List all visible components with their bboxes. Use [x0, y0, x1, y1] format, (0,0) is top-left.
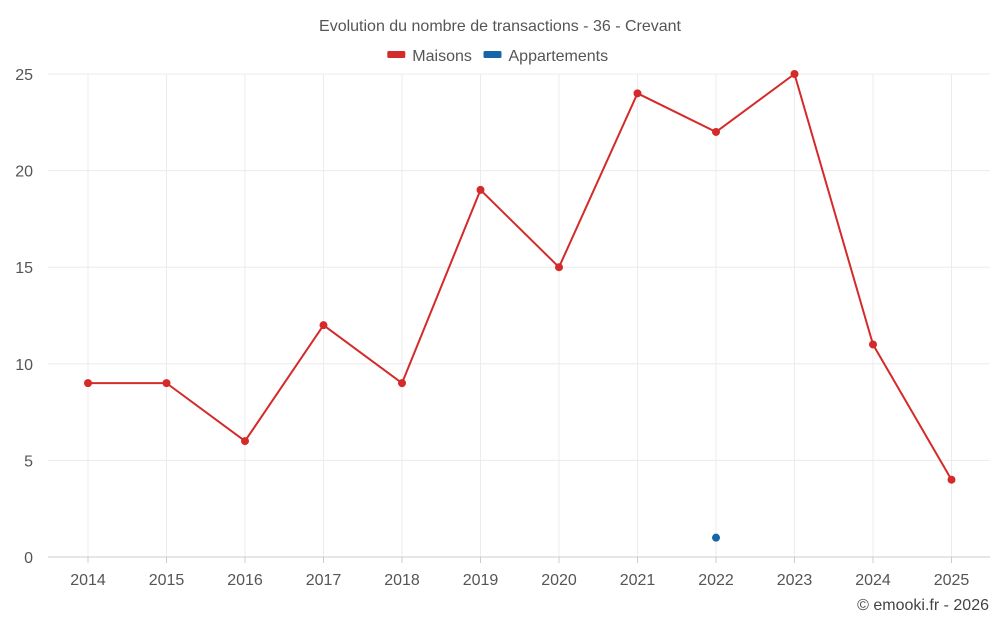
grid [48, 73, 990, 557]
x-tick-label: 2021 [620, 572, 656, 589]
x-tick-label: 2023 [777, 572, 813, 589]
data-point[interactable] [162, 379, 171, 388]
legend-label: Appartements [509, 48, 609, 65]
data-point[interactable] [398, 379, 406, 388]
y-tick-label: 15 [15, 260, 33, 277]
data-point[interactable] [241, 437, 249, 446]
data-point[interactable] [869, 340, 877, 349]
data-point[interactable] [947, 475, 956, 484]
data-point[interactable] [319, 321, 328, 330]
series-maisons [84, 70, 956, 484]
x-tick-label: 2024 [855, 572, 891, 589]
x-axis: 2014 2015 2016 2017 2018 2019 2020 2021 2022 2023… [48, 556, 990, 589]
x-tick-label: 2019 [463, 572, 499, 589]
data-point[interactable] [84, 379, 92, 388]
x-tick-label: 2015 [149, 572, 185, 589]
data-point[interactable] [790, 70, 799, 78]
data-point[interactable] [476, 185, 485, 194]
legend-swatch [387, 51, 406, 58]
x-tick-label: 2014 [70, 572, 106, 589]
series-appartements [712, 533, 720, 542]
plot-area [84, 70, 956, 542]
chart-title: Evolution du nombre de transactions - 36… [319, 18, 682, 35]
y-tick-label: 5 [24, 453, 33, 470]
x-tick-label: 2020 [541, 572, 577, 589]
legend-label: Maisons [412, 48, 472, 65]
x-tick-label: 2016 [227, 572, 263, 589]
y-tick-label: 25 [15, 67, 33, 84]
y-tick-label: 0 [24, 550, 33, 567]
data-point[interactable] [712, 127, 720, 136]
legend-swatch [483, 51, 502, 58]
data-point[interactable] [555, 263, 563, 272]
credit-text: © emooki.fr - 2026 [857, 597, 989, 614]
y-tick-label: 20 [15, 164, 33, 181]
data-point[interactable] [712, 533, 720, 542]
legend-item-maisons[interactable]: Maisons [387, 48, 472, 65]
x-tick-label: 2022 [698, 572, 734, 589]
series-line [88, 73, 953, 481]
x-tick-label: 2018 [384, 572, 420, 589]
legend: Maisons Appartements [387, 48, 608, 65]
y-tick-label: 10 [15, 357, 33, 374]
y-axis: 0 5 10 15 20 25 [15, 67, 33, 567]
x-tick-label: 2025 [934, 572, 970, 589]
legend-item-appartements[interactable]: Appartements [483, 48, 609, 65]
x-tick-label: 2017 [306, 572, 342, 589]
data-point[interactable] [633, 89, 642, 98]
